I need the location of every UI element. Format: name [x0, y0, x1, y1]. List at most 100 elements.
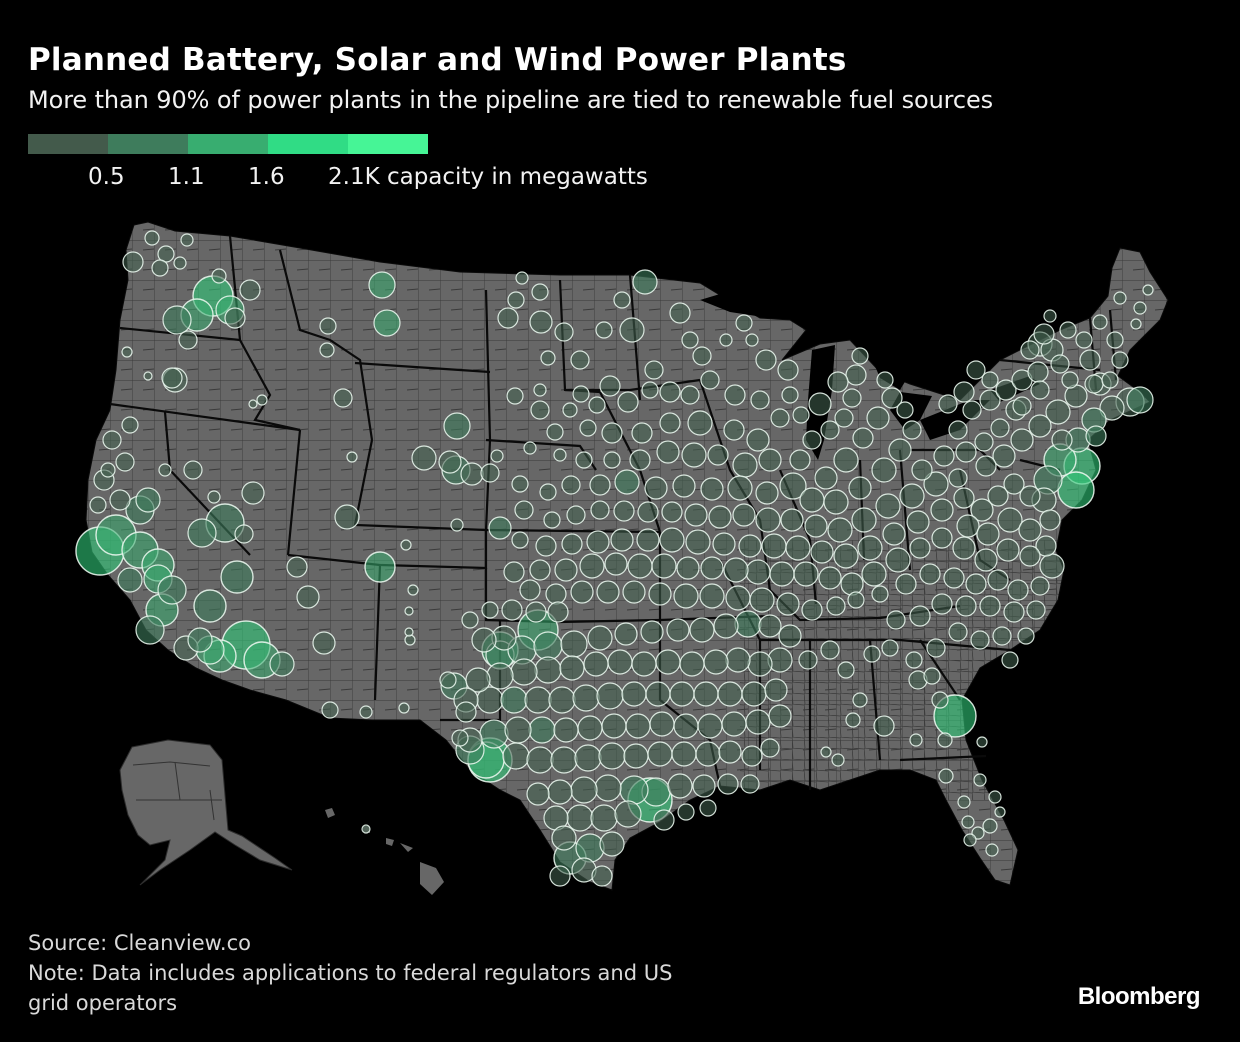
plant-bubble [572, 684, 600, 712]
plant-bubble [697, 713, 723, 739]
plant-bubble [994, 806, 1006, 818]
plant-bubble [480, 463, 500, 483]
plant-bubble [502, 742, 530, 770]
plant-bubble [712, 532, 736, 556]
plant-bubble [577, 715, 603, 741]
plant-bubble [1001, 651, 1019, 669]
plant-bubble [135, 487, 161, 513]
plant-bubble [530, 400, 550, 420]
plant-bubble [755, 349, 777, 371]
plant-bubble [100, 462, 116, 478]
plant-bubble [827, 517, 853, 543]
plant-bubble [601, 713, 627, 739]
plant-bubble [717, 773, 739, 795]
plant-bubble [979, 595, 1001, 617]
plant-bubble [882, 522, 906, 546]
plant-bubble [193, 589, 227, 623]
plant-bubble [1079, 349, 1101, 371]
plant-bubble [566, 804, 594, 832]
plant-bubble [692, 774, 716, 798]
plant-bubble [506, 387, 524, 405]
plant-bubble [886, 610, 906, 630]
plant-bubble [760, 738, 780, 758]
plant-bubble [607, 649, 633, 675]
plant-bubble [533, 631, 563, 661]
plant-bubble [919, 563, 941, 585]
plant-bubble [455, 701, 477, 723]
plant-bubble [789, 449, 811, 471]
plant-bubble [296, 585, 320, 609]
plant-bubble [970, 630, 990, 650]
plant-bubble [679, 651, 705, 677]
plant-bubble [411, 445, 437, 471]
plant-bubble [953, 487, 975, 509]
plant-bubble [579, 419, 597, 437]
plant-bubble [700, 556, 724, 580]
plant-bubble [902, 420, 922, 440]
plant-bubble [514, 500, 534, 520]
plant-bubble [1051, 429, 1073, 451]
plant-bubble [810, 540, 834, 564]
plant-bubble [598, 742, 626, 770]
plant-bubble [699, 583, 725, 609]
plant-bubble [575, 833, 605, 863]
plant-bubble [632, 269, 658, 295]
plant-bubble [963, 833, 977, 847]
plant-bubble [570, 350, 590, 370]
plant-bubble [511, 531, 529, 549]
plant-bubble [725, 585, 751, 611]
plant-bubble [837, 661, 855, 679]
plant-bubble [224, 307, 246, 329]
plant-bubble [725, 647, 751, 673]
plant-bubble [976, 522, 1000, 546]
plant-bubble [121, 346, 133, 358]
plant-bubble [1084, 374, 1104, 394]
plant-bubble [687, 410, 713, 436]
plant-bubble [173, 256, 187, 270]
plant-bubble [321, 701, 339, 719]
plant-bubble [610, 528, 634, 552]
plant-bubble [591, 865, 613, 887]
plant-bubble [641, 381, 659, 399]
plant-bubble [906, 510, 930, 534]
plant-bubble [876, 371, 894, 389]
plant-bubble [721, 711, 747, 737]
plant-bubble [599, 375, 621, 397]
plant-bubble [770, 408, 790, 428]
plant-bubble [707, 444, 729, 466]
plant-bubble [798, 650, 818, 670]
plant-bubble [1050, 354, 1070, 374]
plant-bubble [992, 444, 1016, 468]
plant-bubble [559, 655, 585, 681]
plant-bubble [930, 498, 954, 522]
plant-bubble [554, 322, 574, 342]
plant-bubble [599, 831, 625, 857]
plant-bubble [450, 518, 464, 532]
plant-bubble [659, 381, 681, 403]
plant-bubble [361, 824, 371, 834]
plant-bubble [1039, 509, 1061, 531]
plant-bubble [515, 271, 529, 285]
plant-bubble [1028, 414, 1052, 438]
plant-bubble [718, 740, 742, 764]
plant-bubble [804, 514, 828, 538]
plant-bubble [685, 529, 711, 555]
plant-bubble [979, 389, 1001, 411]
plant-bubble [681, 442, 707, 468]
plant-bubble [570, 776, 598, 804]
plant-bubble [863, 645, 881, 663]
legend-tick-1: 1.1 [168, 164, 205, 190]
plant-bubble [938, 394, 958, 414]
plant-bubble [248, 399, 258, 409]
plant-bubble [151, 259, 169, 277]
plant-bubble [847, 591, 865, 609]
plant-bubble [1027, 361, 1049, 383]
plant-bubble [719, 333, 733, 347]
plant-bubble [955, 595, 977, 617]
plant-bubble [619, 317, 645, 343]
plant-bubble [526, 746, 554, 774]
plant-bubble [845, 364, 867, 386]
plant-bubble [603, 451, 621, 469]
plant-bubble [842, 388, 862, 408]
plant-bubble [713, 613, 739, 639]
